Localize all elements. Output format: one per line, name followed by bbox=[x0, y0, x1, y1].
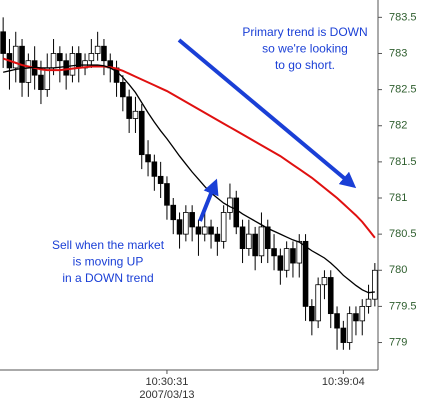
candle-body bbox=[353, 313, 359, 322]
candle-body bbox=[252, 233, 258, 257]
candle-body bbox=[214, 233, 221, 242]
candle-body bbox=[283, 248, 290, 271]
candle-body bbox=[334, 313, 340, 329]
plot-area bbox=[0, 17, 378, 350]
candle-body bbox=[157, 175, 164, 184]
y-tick-label: 781.5 bbox=[389, 156, 417, 168]
candle-body bbox=[327, 277, 334, 315]
y-tick-label: 780 bbox=[389, 264, 407, 276]
annotation: so we're looking bbox=[262, 42, 348, 56]
candle-body bbox=[138, 110, 145, 156]
y-tick-label: 783.5 bbox=[389, 11, 417, 23]
entry-arrow bbox=[198, 178, 219, 222]
candle-body bbox=[132, 110, 139, 119]
candle-body bbox=[164, 183, 170, 206]
candle-body bbox=[290, 248, 296, 264]
y-tick-label: 782 bbox=[389, 120, 407, 132]
candle-body bbox=[183, 212, 189, 235]
y-tick-label: 782.5 bbox=[389, 84, 417, 96]
candle-body bbox=[246, 233, 252, 249]
candle-body bbox=[220, 212, 227, 242]
candle-body bbox=[44, 67, 51, 91]
candle-body bbox=[264, 226, 271, 249]
candle-body bbox=[208, 226, 214, 235]
candle-body bbox=[258, 226, 265, 257]
candle-body bbox=[170, 204, 177, 221]
trend-arrow bbox=[177, 38, 357, 189]
candle-body bbox=[63, 60, 69, 76]
candle-body bbox=[126, 96, 132, 119]
candle-body bbox=[145, 154, 151, 163]
candle-body bbox=[101, 45, 107, 62]
candle-body bbox=[239, 226, 246, 249]
annotation: Sell when the market bbox=[52, 238, 165, 252]
candle-body bbox=[189, 212, 195, 228]
annotation: is moving UP bbox=[73, 255, 144, 269]
y-tick-label: 779 bbox=[389, 336, 407, 348]
candle-body bbox=[0, 31, 6, 54]
candle-body bbox=[25, 60, 32, 83]
candle-body bbox=[296, 240, 303, 264]
candle-body bbox=[151, 161, 158, 177]
y-tick-label: 780.5 bbox=[389, 228, 417, 240]
candle-body bbox=[50, 53, 57, 69]
candle-body bbox=[271, 248, 277, 257]
x-tick-label: 10:30:31 bbox=[146, 376, 189, 388]
candle-body bbox=[302, 240, 309, 307]
candle-body bbox=[12, 45, 19, 69]
annotation: Primary trend is DOWN bbox=[242, 25, 367, 39]
candle-body bbox=[38, 74, 44, 91]
y-tick-label: 783 bbox=[389, 47, 407, 59]
candle-body bbox=[315, 284, 321, 322]
x-sublabel: 2007/03/13 bbox=[139, 389, 194, 400]
candle-body bbox=[233, 197, 240, 228]
candle-body bbox=[346, 313, 353, 343]
candle-body bbox=[277, 255, 284, 271]
y-tick-label: 779.5 bbox=[389, 300, 417, 312]
candle-body bbox=[57, 53, 63, 62]
x-tick-label: 10:39:04 bbox=[322, 376, 365, 388]
candle-body bbox=[359, 306, 366, 322]
annotation: in a DOWN trend bbox=[62, 271, 153, 285]
y-tick-label: 781 bbox=[389, 192, 407, 204]
candle-body bbox=[201, 226, 208, 235]
annotation: to go short. bbox=[275, 58, 335, 72]
candle-body bbox=[372, 269, 378, 300]
candle-body bbox=[195, 226, 202, 235]
moving-average-line bbox=[2, 57, 376, 239]
candle-body bbox=[94, 45, 101, 54]
candle-body bbox=[120, 81, 126, 98]
moving-average-line bbox=[3, 64, 375, 294]
candle-body bbox=[88, 53, 95, 62]
candle-body bbox=[176, 219, 183, 235]
candle-body bbox=[365, 298, 372, 307]
candle-body bbox=[309, 306, 315, 322]
candle-body bbox=[340, 327, 347, 343]
candle-body bbox=[69, 53, 76, 76]
candle-body bbox=[321, 277, 328, 286]
